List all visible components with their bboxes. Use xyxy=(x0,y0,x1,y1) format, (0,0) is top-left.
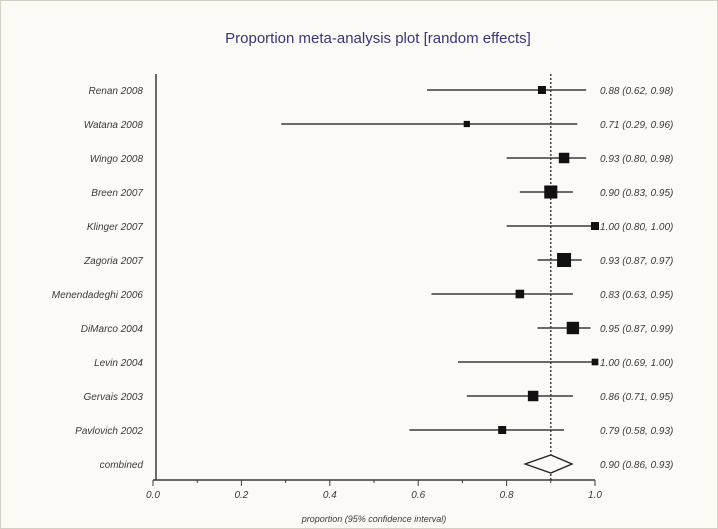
estimate-marker xyxy=(498,426,507,434)
chart-title: Proportion meta-analysis plot [random ef… xyxy=(225,30,531,47)
ci-label: 0.90 (0.83, 0.95) xyxy=(600,188,673,199)
x-axis-title: proportion (95% confidence interval) xyxy=(301,514,447,524)
x-tick-label: 0.0 xyxy=(146,490,160,501)
study-label: Menendadeghi 2006 xyxy=(52,290,144,301)
study-label: Zagoria 2007 xyxy=(83,256,143,267)
x-tick-label: 0.6 xyxy=(411,490,425,501)
study-label: Pavlovich 2002 xyxy=(75,426,143,437)
ci-label: 0.86 (0.71, 0.95) xyxy=(600,392,673,403)
study-label: Wingo 2008 xyxy=(90,154,144,165)
ci-label: 1.00 (0.69, 1.00) xyxy=(600,358,673,369)
estimate-marker xyxy=(544,185,558,199)
combined-diamond xyxy=(523,454,574,474)
x-tick-label: 0.8 xyxy=(500,490,514,501)
x-tick-label: 0.2 xyxy=(234,490,248,501)
estimate-marker xyxy=(591,358,599,366)
combined-ci-label: 0.90 (0.86, 0.93) xyxy=(600,460,673,471)
x-tick-label: 1.0 xyxy=(588,490,602,501)
ci-label: 0.79 (0.58, 0.93) xyxy=(600,426,673,437)
ci-label: 0.71 (0.29, 0.96) xyxy=(600,120,673,131)
ci-label: 0.83 (0.63, 0.95) xyxy=(600,290,673,301)
study-label: Klinger 2007 xyxy=(87,222,144,233)
estimate-marker xyxy=(537,86,546,94)
study-label: Watana 2008 xyxy=(84,120,144,131)
estimate-marker xyxy=(558,152,570,164)
plot-area: 0.0 0.2 0.4 0.6 0.8 1.0 Renan 2008 0.88 (0.62, … xyxy=(52,74,673,501)
estimate-marker xyxy=(566,321,580,335)
estimate-marker xyxy=(463,120,470,128)
ci-label: 0.88 (0.62, 0.98) xyxy=(600,86,673,97)
ci-label: 0.93 (0.87, 0.97) xyxy=(600,256,673,267)
study-label: DiMarco 2004 xyxy=(81,324,144,335)
x-tick-label: 0.4 xyxy=(323,490,337,501)
ci-label: 1.00 (0.80, 1.00) xyxy=(600,222,673,233)
study-label: Breen 2007 xyxy=(91,188,143,199)
study-label: Gervais 2003 xyxy=(84,392,144,403)
study-label: Renan 2008 xyxy=(89,86,144,97)
study-label: Levin 2004 xyxy=(94,358,143,369)
combined-label: combined xyxy=(100,460,144,471)
ci-label: 0.95 (0.87, 0.99) xyxy=(600,324,673,335)
estimate-marker xyxy=(557,253,572,267)
estimate-marker xyxy=(515,289,525,299)
estimate-marker xyxy=(591,222,599,230)
ci-label: 0.93 (0.80, 0.98) xyxy=(600,154,673,165)
estimate-marker xyxy=(527,390,539,402)
